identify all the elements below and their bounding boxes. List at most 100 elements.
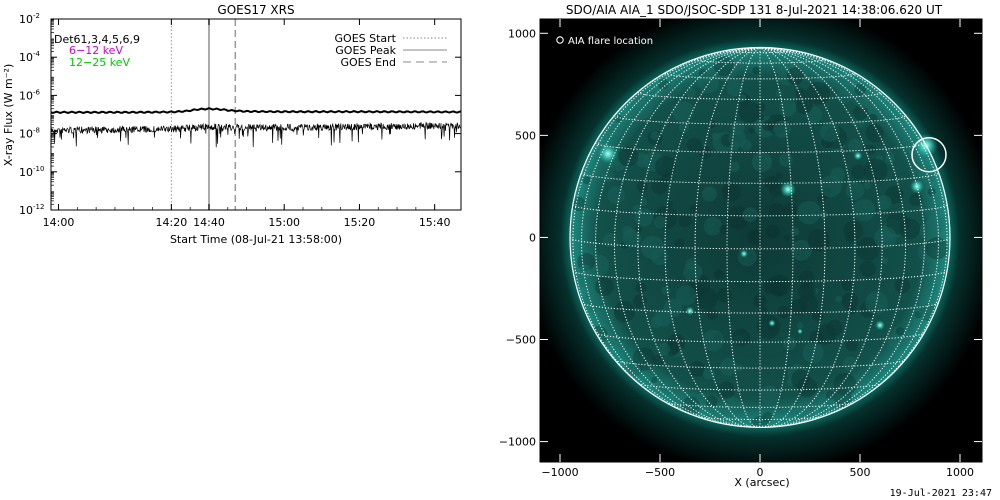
goes-xrs-chart: GOES17 XRS X-ray Flux (W m⁻²) Start Time… [2,3,462,246]
goes-legend-label: GOES Peak [335,44,396,57]
disk-mottle [821,135,834,148]
goes-legend-label: GOES End [340,56,396,69]
disk-mottle [790,227,800,236]
latitude-line [572,270,948,283]
disk-mottle [768,202,785,220]
disk-mottle [917,242,938,263]
aia-image [540,19,982,462]
disk-mottle [747,229,763,245]
disk-mottle [682,262,703,282]
disk-mottle [640,236,665,260]
disk-mottle [909,193,923,207]
disk-mottle [806,106,823,124]
disk-mottle [654,308,673,327]
disk-mottle [885,185,904,205]
disk-mottle [770,281,787,297]
disk-mottle [817,194,827,203]
aia-y-tick-label: 0 [529,231,536,244]
goes-legend-label: GOES Start [335,32,397,45]
disk-mottle [843,220,864,241]
disk-mottle [819,175,842,198]
disk-mottle [711,132,720,141]
disk-mottle [655,249,666,260]
goes-plot-frame [50,18,462,211]
disk-mottle [790,239,812,261]
disk-mottle [635,282,647,294]
disk-mottle [886,151,895,161]
disk-mottle [854,83,866,96]
disk-mottle [672,101,695,123]
disk-mottle [766,224,781,239]
disk-mottle [798,282,816,301]
disk-mottle [899,218,921,240]
goes-energy-label: 12−25 keV [69,56,130,69]
latitude-line [664,72,856,80]
goes-x-axis-label: Start Time (08-Jul-21 13:58:00) [170,233,342,246]
disk-mottle [689,204,698,213]
disk-mottle [696,392,703,400]
disk-mottle [865,123,885,143]
disk-mottle [762,411,773,423]
disk-mottle [674,395,685,406]
longitude-line [614,47,761,428]
goes-y-tick-label: 10 [19,89,33,102]
goes-x-tick-label: 14:40 [193,216,225,229]
disk-mottle [719,395,742,418]
disk-mottle [845,339,858,352]
disk-mottle [719,224,728,234]
disk-mottle [845,231,857,243]
goes-x-tick-label: 15:40 [419,216,451,229]
disk-mottle [863,182,871,190]
latitude-line [637,92,883,100]
disk-mottle [651,377,658,384]
disk-mottle [820,187,832,199]
disk-mottle [886,326,908,349]
disk-mottle [800,283,809,292]
disk-mottle [737,247,757,267]
disk-mottle [601,168,615,183]
disk-mottle [826,319,843,337]
disk-mottle [730,120,745,135]
disk-mottle [698,146,712,159]
longitude-line [664,47,761,428]
disk-mottle [657,342,671,356]
disk-mottle [833,389,852,408]
disk-mottle [853,105,868,121]
disk-mottle [657,78,669,90]
disk-mottle [763,278,780,295]
disk-mottle [653,215,667,229]
disk-mottle [695,287,718,310]
disk-mottle [859,260,876,277]
disk-mottle [836,89,852,105]
disk-mottle [787,364,809,385]
disk-mottle [799,294,819,314]
disk-mottle [632,294,647,309]
disk-mottle [579,264,591,276]
disk-mottle [876,194,892,210]
disk-mottle [885,154,895,165]
disk-mottle [629,95,654,120]
disk-mottle [773,120,791,138]
disk-mottle [859,104,878,123]
disk-mottle [791,64,805,79]
disk-mottle [618,146,639,167]
disk-mottle [865,291,888,315]
latitude-line [595,332,925,343]
disk-mottle [806,81,830,105]
disk-mottle [666,340,681,355]
disk-mottle [918,223,936,240]
goes-x-tick-label: 14:20 [156,216,188,229]
bright-region [768,319,776,327]
disk-mottle [764,175,779,191]
disk-mottle [705,395,718,408]
disk-mottle [698,69,707,78]
longitude-line [759,47,826,428]
disk-mottle [688,285,704,301]
disk-mottle [815,323,837,345]
disk-mottle [757,114,765,121]
disk-mottle [681,396,700,416]
aia-x-tick-label: 1000 [946,466,974,479]
disk-mottle [667,333,686,352]
goes-detector-label: Det61,3,4,5,6,9 [54,33,140,46]
bright-region [780,181,796,198]
